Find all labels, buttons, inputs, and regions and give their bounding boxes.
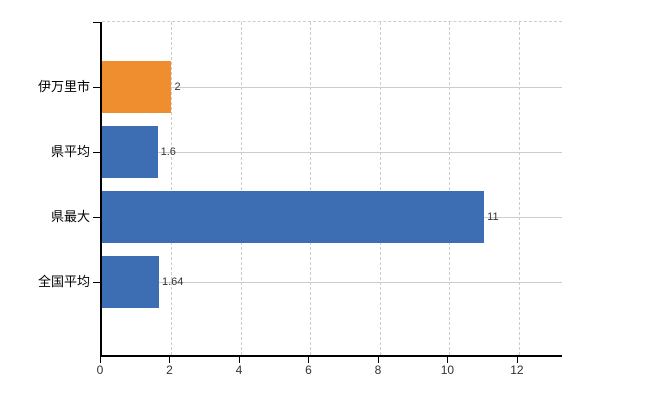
category-label-県平均: 県平均 [50,144,90,159]
bar-value-label: 1.64 [161,276,184,288]
bar-伊万里市[interactable] [102,61,172,113]
category-label-全国平均: 全国平均 [37,274,90,289]
y-axis-tick [93,87,101,88]
x-axis-tick-label-0: 0 [96,363,104,377]
x-axis-tick-8 [377,357,379,363]
x-axis-tick-label-4: 4 [235,363,243,377]
category-row-gridline [102,282,562,283]
x-axis-tick-label-8: 8 [374,363,382,377]
y-axis-top-tick [93,22,101,23]
x-axis-tick-label-10: 10 [440,363,455,377]
bar-全国平均[interactable] [102,256,159,308]
x-axis-tick-10 [447,357,449,363]
bar-value-label: 1.6 [160,146,176,158]
y-axis-tick [93,282,101,283]
category-row-gridline [102,87,562,88]
x-gridline-6 [310,22,312,355]
bar-value-label: 11 [487,211,499,223]
x-axis-tick-2 [169,357,171,363]
x-axis-tick-label-2: 2 [166,363,173,377]
x-axis-tick-0 [100,357,101,363]
x-gridline-8 [379,22,381,355]
plot-area: 2 1.6 11 1.64 [100,21,562,357]
x-gridline-4 [240,22,242,355]
category-label-県最大: 県最大 [50,209,90,224]
y-axis-tick [93,152,101,153]
bar-県平均[interactable] [102,126,158,178]
x-axis-tick-label-6: 6 [305,363,312,377]
x-axis-tick-label-12: 12 [510,363,524,377]
x-gridline-10 [449,22,451,355]
bar-県最大[interactable] [102,191,485,243]
plot-top-gridline [102,21,562,22]
y-axis-tick [93,217,101,218]
x-axis-tick-4 [238,357,240,363]
x-axis-tick-6 [308,357,310,363]
x-axis-tick-12 [516,357,518,363]
x-gridline-12 [518,22,520,355]
category-label-伊万里市: 伊万里市 [37,79,90,94]
category-row-gridline [102,152,562,153]
bar-value-label: 2 [174,81,181,93]
x-gridline-2 [171,22,173,355]
